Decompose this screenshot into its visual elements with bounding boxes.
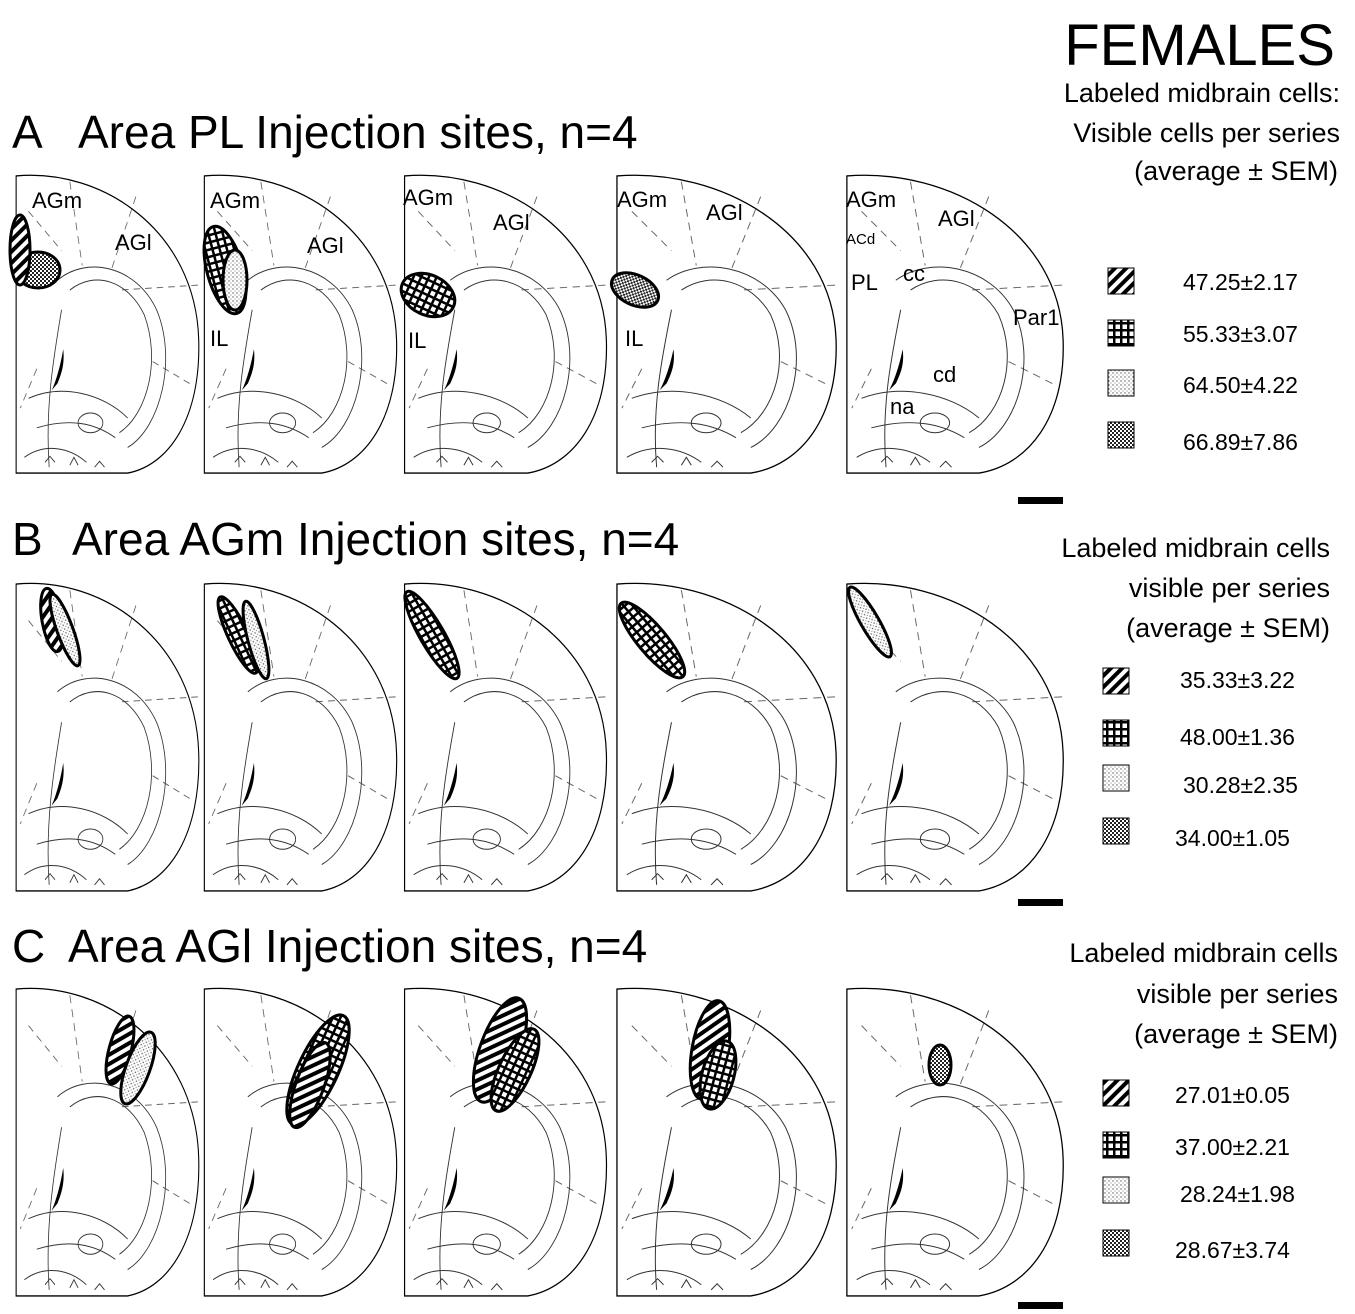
legend-swatch [1103,765,1129,791]
legend-value: 55.33±3.07 [1183,321,1298,347]
panel-title: Area AGl Injection sites, n=4 [68,920,647,972]
panel-title: Area PL Injection sites, n=4 [78,106,638,158]
region-label: na [890,394,915,419]
panel-letter: B [12,513,43,565]
legend-swatch [1108,268,1134,294]
legend-swatch [1103,668,1129,694]
legend-value: 48.00±1.36 [1180,724,1295,750]
figure-title: FEMALES [1064,13,1335,78]
region-label: ACd [846,231,875,248]
legend-heading: Labeled midbrain cells [1061,533,1330,563]
region-label: AGm [210,188,260,213]
panel-title: Area AGm Injection sites, n=4 [72,513,679,565]
panel-b: B Area AGm Injection sites, n=4 Labeled … [12,513,1330,906]
legend-value: 34.00±1.05 [1175,825,1290,851]
region-label: Par1 [1013,305,1059,330]
legend-value: 27.01±0.05 [1175,1082,1290,1108]
legend-value: 28.24±1.98 [1180,1181,1295,1207]
injection-site [929,1045,951,1085]
brain-section [204,988,396,1296]
legend-heading: Labeled midbrain cells [1069,938,1338,968]
legend-value: 28.67±3.74 [1175,1237,1290,1263]
brain-section [204,175,396,473]
scale-bar [1018,497,1063,504]
figure: FEMALES A Area PL Injection sites, n=4 A… [0,0,1355,1314]
region-label: AGm [846,187,896,212]
legend-heading: visible per series [1129,573,1330,603]
region-label: cc [903,261,925,286]
legend-swatch [1103,818,1129,844]
legend-swatch [1108,320,1134,346]
legend-swatch [1103,1177,1129,1203]
legend-swatch [1103,1080,1129,1106]
legend-swatch [1103,1132,1129,1158]
region-label: IL [625,326,643,351]
legend-value: 47.25±2.17 [1183,269,1298,295]
legend-swatch [1103,720,1129,746]
legend-value: 66.89±7.86 [1183,429,1298,455]
legend-heading: Visible cells per series [1073,118,1340,148]
region-label: AGm [32,188,82,213]
panel-a: A Area PL Injection sites, n=4 AGm AGl A… [10,78,1340,504]
injection-site [10,215,30,285]
panel-letter: A [12,106,43,158]
region-label: AGl [938,206,975,231]
legend-value: 37.00±2.21 [1175,1134,1290,1160]
scale-bar [1018,899,1063,906]
panel-letter: C [12,920,45,972]
legend-swatch [1108,422,1134,448]
injection-site [223,250,247,310]
region-label: AGl [307,233,344,258]
region-label: AGm [403,185,453,210]
region-label: PL [851,270,878,295]
brain-section [847,988,1063,1296]
region-label: AGm [617,187,667,212]
legend-value: 64.50±4.22 [1183,372,1298,398]
region-label: AGl [706,200,743,225]
legend-heading: visible per series [1137,979,1338,1009]
region-label: AGl [493,210,530,235]
panel-c: C Area AGl Injection sites, n=4 Labeled … [12,920,1338,1309]
brain-section [16,988,199,1296]
legend-swatch [1108,370,1134,396]
legend-heading: (average ± SEM) [1134,1019,1338,1049]
legend-heading: (average ± SEM) [1134,156,1338,186]
region-label: AGl [115,230,152,255]
region-label: IL [210,326,228,351]
legend-value: 30.28±2.35 [1183,772,1298,798]
legend-swatch [1103,1230,1129,1256]
legend-value: 35.33±3.22 [1180,667,1295,693]
legend-heading: (average ± SEM) [1126,613,1330,643]
region-label: IL [408,328,426,353]
brain-section [16,175,199,473]
region-label: cd [933,362,956,387]
scale-bar [1018,1302,1063,1309]
legend-heading: Labeled midbrain cells: [1064,78,1340,108]
